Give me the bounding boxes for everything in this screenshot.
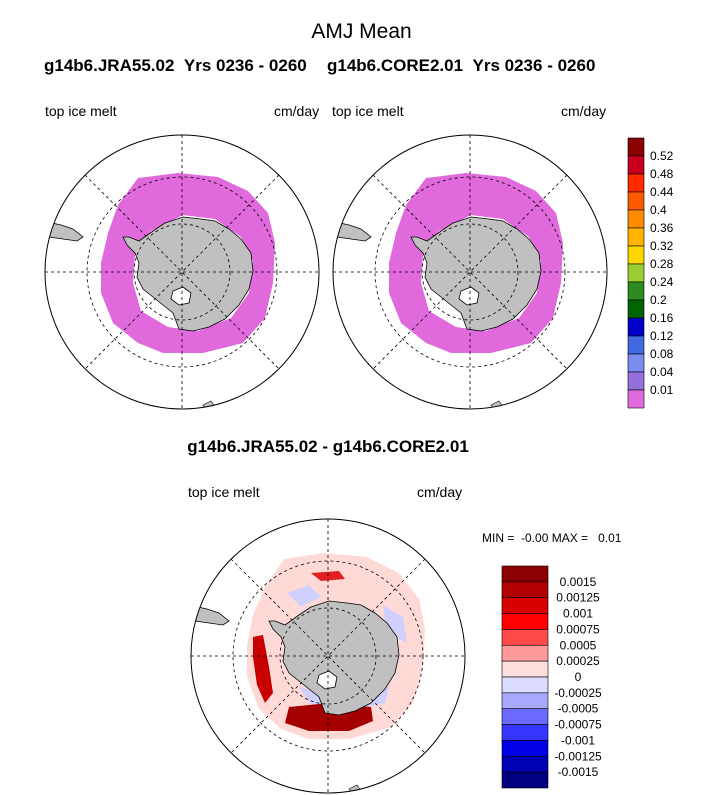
colorbar-tick-label: -0.0005 bbox=[558, 702, 599, 716]
panel-1-variable: top ice melt bbox=[45, 103, 117, 119]
colorbar-swatch bbox=[501, 660, 549, 678]
difference-variable: top ice melt bbox=[188, 484, 260, 500]
colorbar-swatch bbox=[501, 724, 549, 741]
colorbar-swatch bbox=[501, 771, 549, 789]
colorbar-tick-label: 0.16 bbox=[650, 311, 674, 325]
colorbar-swatch bbox=[627, 263, 645, 283]
difference-title: g14b6.JRA55.02 - g14b6.CORE2.01 bbox=[187, 437, 469, 456]
colorbar-tick-label: 0.00125 bbox=[556, 591, 600, 605]
colorbar-swatch bbox=[501, 676, 549, 694]
graticule bbox=[45, 135, 319, 409]
colorbar-swatch bbox=[501, 644, 549, 662]
panel-2-units: cm/day bbox=[561, 103, 607, 119]
colorbar-swatch bbox=[627, 281, 645, 301]
colorbar-swatch bbox=[627, 353, 645, 373]
colorbar-tick-label: 0.0015 bbox=[560, 575, 597, 589]
colorbar-swatch bbox=[627, 209, 645, 229]
colorbar-tick-label: 0.44 bbox=[650, 185, 674, 199]
colorbar-swatch bbox=[627, 137, 645, 157]
colorbar-swatch bbox=[627, 389, 645, 409]
colorbar-tick-label: 0.36 bbox=[650, 221, 674, 235]
diff-positive-west bbox=[253, 635, 273, 703]
colorbar-tick-label: 0.52 bbox=[650, 149, 674, 163]
panel-1-run-title: g14b6.JRA55.02 Yrs 0236 - 0260 bbox=[44, 56, 307, 75]
map-boundary bbox=[44, 134, 320, 410]
colorbar-swatch bbox=[501, 692, 549, 710]
colorbar-tick-label: -0.00075 bbox=[554, 718, 602, 732]
difference-units: cm/day bbox=[417, 484, 463, 500]
colorbar-swatch bbox=[627, 317, 645, 337]
ice-shelf bbox=[458, 286, 480, 306]
colorbar-tick-label: 0.001 bbox=[563, 607, 593, 621]
colorbar-tick-label: 0.24 bbox=[650, 275, 674, 289]
melt-region bbox=[389, 173, 563, 353]
panel-2-run-title: g14b6.CORE2.01 Yrs 0236 - 0260 bbox=[327, 56, 596, 75]
colorbar-tick-label: 0.00025 bbox=[556, 654, 600, 668]
diff-negative bbox=[287, 585, 407, 711]
colorbar-tick-label: -0.00025 bbox=[554, 686, 602, 700]
colorbar-swatch bbox=[627, 173, 645, 193]
map-panel-2 bbox=[332, 134, 608, 410]
difference-map bbox=[190, 518, 466, 794]
figure-title: AMJ Mean bbox=[311, 20, 412, 43]
colorbar-tick-label: -0.001 bbox=[561, 733, 595, 747]
colorbar-swatch bbox=[501, 708, 549, 725]
colorbar-swatch bbox=[501, 755, 549, 773]
colorbar-tick-label: 0.0005 bbox=[560, 638, 597, 652]
panel-2-variable: top ice melt bbox=[332, 103, 404, 119]
colorbar-swatch bbox=[627, 155, 645, 175]
map-panel-1 bbox=[44, 134, 320, 410]
colorbar-tick-label: 0.2 bbox=[650, 293, 667, 307]
colorbar-tick-label: 0.08 bbox=[650, 347, 674, 361]
colorbar-swatch bbox=[627, 227, 645, 247]
ice-shelf bbox=[170, 286, 192, 306]
colorbar-swatch bbox=[627, 191, 645, 211]
colorbar-swatch bbox=[501, 581, 549, 599]
colorbar-swatch bbox=[627, 335, 645, 355]
graticule bbox=[333, 135, 607, 409]
colorbar-tick-label: 0.12 bbox=[650, 329, 674, 343]
colorbar-tick-label: -0.0015 bbox=[558, 765, 599, 779]
colorbar-tick-label: 0.00075 bbox=[556, 622, 600, 636]
antarctica bbox=[268, 600, 400, 716]
colorbar-swatch bbox=[501, 565, 549, 583]
colorbar-swatch bbox=[627, 299, 645, 319]
antarctica bbox=[122, 216, 254, 332]
ice-shelf bbox=[316, 670, 338, 690]
panel-1-units: cm/day bbox=[274, 103, 320, 119]
colorbar-swatch bbox=[501, 597, 549, 614]
colorbar-tick-label: 0.01 bbox=[650, 383, 674, 397]
colorbar-swatch bbox=[627, 245, 645, 265]
map-boundary bbox=[332, 134, 608, 410]
colorbar-tick-label: 0 bbox=[575, 670, 582, 684]
colorbar-tick-label: 0.48 bbox=[650, 167, 674, 181]
colorbar-tick-label: 0.28 bbox=[650, 257, 674, 271]
colorbar-swatch bbox=[501, 740, 549, 757]
colorbar-swatch bbox=[627, 371, 645, 391]
colorbar-tick-label: -0.00125 bbox=[554, 749, 602, 763]
colorbar-swatch bbox=[501, 629, 549, 646]
main-colorbar: 0.52 0.48 0.44 0.4 0.36 0.32 0.28 0.24 0.2 0.16 0.… bbox=[627, 137, 674, 409]
colorbar-tick-label: 0.04 bbox=[650, 365, 674, 379]
min-max-readout: MIN = -0.00 MAX = 0.01 bbox=[482, 531, 622, 545]
graticule bbox=[191, 519, 465, 793]
antarctica bbox=[410, 216, 542, 332]
melt-region bbox=[101, 173, 275, 353]
colorbar-tick-label: 0.32 bbox=[650, 239, 674, 253]
colorbar-tick-label: 0.4 bbox=[650, 203, 667, 217]
colorbar-swatch bbox=[501, 613, 549, 630]
